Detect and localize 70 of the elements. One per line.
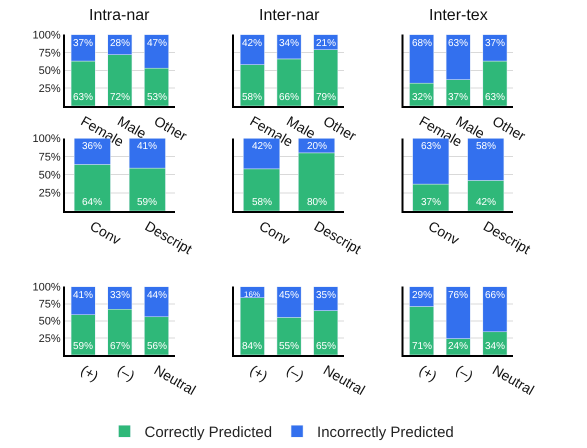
data-label: 34% xyxy=(485,341,506,352)
y-tick-label: 50% xyxy=(38,65,61,78)
y-tick-label: 75% xyxy=(38,47,61,60)
y-tick-label: 25% xyxy=(38,83,61,96)
x-tick-label: (+) xyxy=(416,362,440,384)
x-tick-label: Conv xyxy=(87,218,124,248)
data-label: 37% xyxy=(448,92,468,103)
x-tick-label: (–) xyxy=(453,362,476,384)
data-label: 34% xyxy=(279,38,300,49)
y-tick-label: 50% xyxy=(38,170,61,182)
chart-title: Intra-nar xyxy=(89,7,150,24)
data-label: 20% xyxy=(307,141,328,152)
x-tick-label: Conv xyxy=(256,218,293,248)
data-label: 59% xyxy=(137,197,158,208)
data-label: 42% xyxy=(476,197,496,208)
y-tick-label: 25% xyxy=(38,332,61,345)
x-tick-label: (–) xyxy=(284,362,307,384)
data-label: 76% xyxy=(448,290,468,301)
data-label: 24% xyxy=(448,341,468,352)
data-label: 63% xyxy=(485,92,506,103)
legend-label: Correctly Predicted xyxy=(144,424,272,442)
data-label: 58% xyxy=(476,141,496,152)
data-label: 47% xyxy=(147,38,168,49)
data-label: 29% xyxy=(412,290,432,301)
y-tick-label: 100% xyxy=(32,282,61,294)
data-label: 56% xyxy=(147,341,168,352)
data-label: 67% xyxy=(110,341,130,352)
chart-title: Inter-nar xyxy=(259,7,320,24)
data-label: 58% xyxy=(242,92,262,103)
data-label: 58% xyxy=(252,197,272,208)
data-label: 37% xyxy=(485,38,506,49)
y-tick-label: 100% xyxy=(32,30,61,42)
data-label: 66% xyxy=(279,92,300,103)
data-label: 66% xyxy=(485,290,506,301)
legend-label: Incorrectly Predicted xyxy=(317,424,454,442)
data-label: 64% xyxy=(82,197,102,208)
data-label: 35% xyxy=(316,290,336,301)
y-tick-label: 100% xyxy=(32,133,61,146)
chart-title: Inter-tex xyxy=(429,7,488,24)
data-label: 44% xyxy=(147,290,168,301)
x-tick-label: Conv xyxy=(426,218,462,248)
y-tick-label: 25% xyxy=(38,188,61,200)
data-label: 59% xyxy=(73,341,94,352)
data-label: 65% xyxy=(316,341,336,352)
data-label: 21% xyxy=(316,38,336,49)
data-label: 72% xyxy=(110,92,130,103)
data-label: 63% xyxy=(73,92,94,103)
data-label: 28% xyxy=(110,38,130,49)
data-label: 71% xyxy=(412,341,432,352)
data-label: 33% xyxy=(110,290,130,301)
data-label: 37% xyxy=(421,197,442,208)
y-tick-label: 75% xyxy=(38,298,61,311)
data-label: 55% xyxy=(279,341,300,352)
y-tick-label: 75% xyxy=(38,151,61,164)
data-label: 84% xyxy=(242,341,262,352)
data-label: 41% xyxy=(73,290,94,301)
data-label: 42% xyxy=(242,38,262,49)
data-label: 79% xyxy=(316,92,336,103)
y-tick-label: 50% xyxy=(38,316,61,328)
data-label: 53% xyxy=(147,92,168,103)
x-tick-label: (+) xyxy=(78,362,102,384)
data-label: 45% xyxy=(279,290,300,301)
data-label: 80% xyxy=(307,197,328,208)
data-label: 37% xyxy=(73,38,94,49)
data-label: 68% xyxy=(412,38,432,49)
data-label: 16% xyxy=(244,290,260,299)
data-label: 63% xyxy=(448,38,468,49)
x-tick-label: (–) xyxy=(114,362,138,384)
data-label: 32% xyxy=(412,92,432,103)
x-tick-label: (+) xyxy=(247,362,271,384)
